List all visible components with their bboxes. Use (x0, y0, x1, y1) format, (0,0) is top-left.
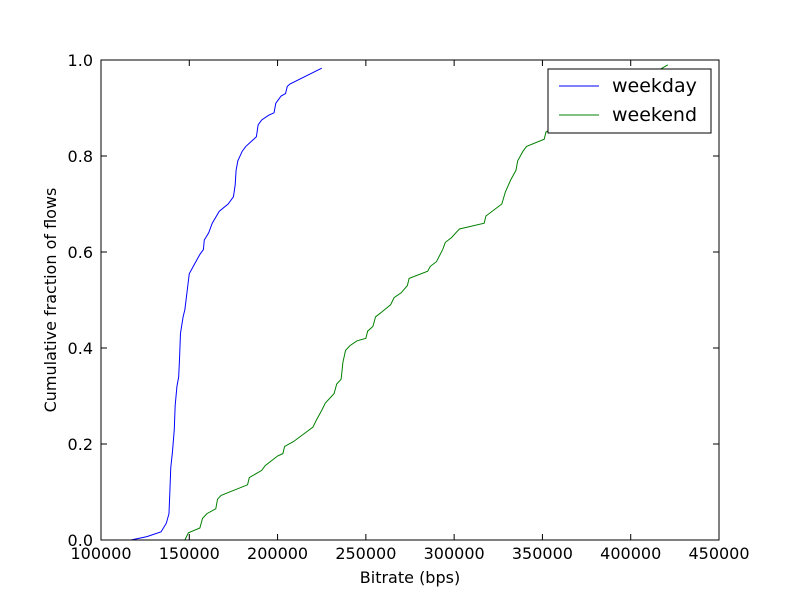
x-tick-label: 300000 (424, 544, 485, 563)
legend-box (547, 68, 712, 134)
plot-frame (100, 59, 720, 541)
x-tick-label: 200000 (247, 544, 308, 563)
series-line-weekend (184, 64, 669, 541)
x-tick-label: 150000 (159, 544, 220, 563)
y-tick-label: 0.2 (68, 435, 93, 454)
legend-label-weekend: weekend (612, 104, 697, 126)
series-layer (130, 64, 669, 541)
x-tick-label: 250000 (335, 544, 396, 563)
x-tick-label: 450000 (688, 544, 749, 563)
x-tick-label: 350000 (512, 544, 573, 563)
x-tick-label: 100000 (70, 544, 131, 563)
legend: weekday weekend (547, 68, 712, 134)
legend-label-weekday: weekday (612, 75, 697, 97)
x-axis-label: Bitrate (bps) (360, 568, 460, 587)
y-tick-label: 0.4 (68, 339, 93, 358)
x-tick-label: 400000 (600, 544, 661, 563)
plot-background (101, 60, 719, 540)
y-tick-label: 0.8 (68, 147, 93, 166)
y-tick-label: 1.0 (68, 51, 93, 70)
y-tick-label: 0.6 (68, 243, 93, 262)
y-axis-label: Cumulative fraction of flows (41, 188, 60, 413)
series-line-weekday (130, 67, 322, 541)
ticks-layer: 100000 150000 200000 250000 300000 350000 4000… (68, 51, 750, 563)
y-tick-label: 0.0 (68, 531, 93, 550)
